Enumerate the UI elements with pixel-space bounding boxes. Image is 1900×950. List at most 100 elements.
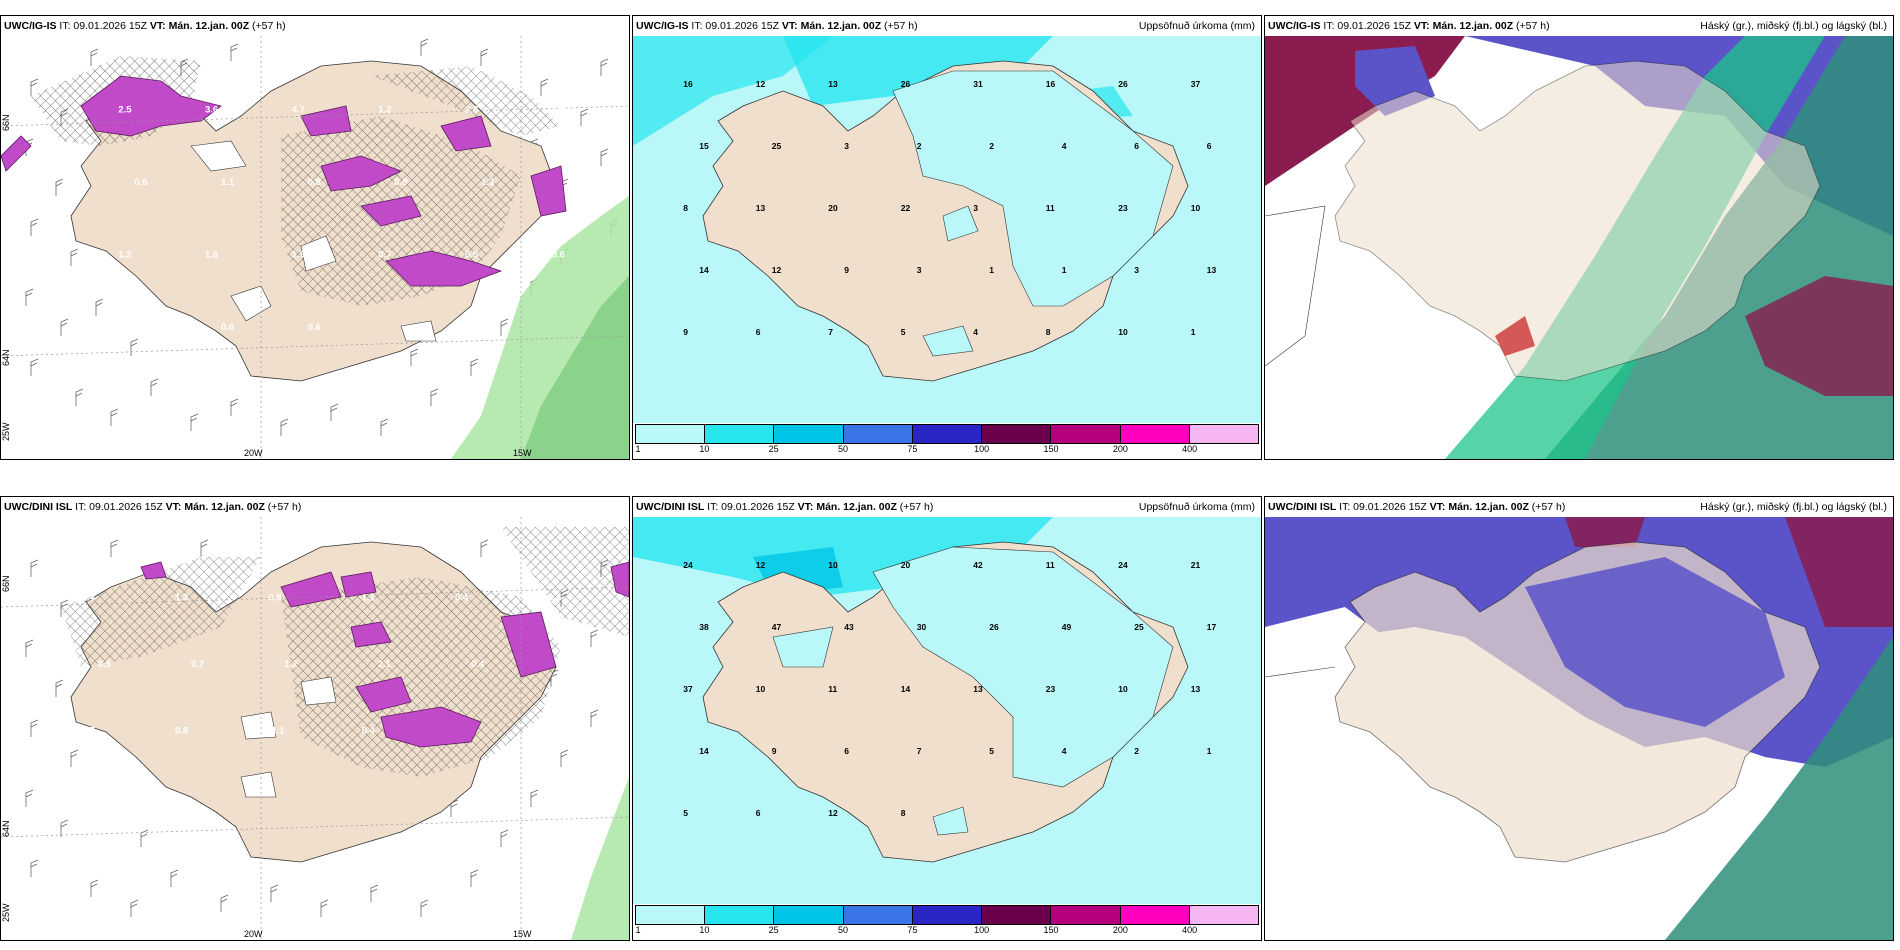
colorbar-tick-label: 200 — [1112, 925, 1128, 935]
value-label: 0.6 — [552, 249, 565, 260]
value-label: 11 — [1046, 560, 1055, 570]
colorbar-cell — [843, 906, 913, 924]
value-label: 1.5 — [552, 104, 566, 115]
init-time: IT: 09.01.2026 15Z — [1339, 501, 1427, 513]
value-label: 8 — [1046, 327, 1051, 337]
map-panel-ig-clouds: UWC/IG-IS IT: 09.01.2026 15Z VT: Mán. 12… — [1264, 15, 1894, 460]
value-label: 13 — [828, 79, 838, 89]
value-label: 49 — [1062, 622, 1072, 632]
value-label: 13 — [1191, 684, 1201, 694]
map-panel-dini-precip: UWC/DINI ISL IT: 09.01.2026 15Z VT: Mán.… — [632, 496, 1262, 941]
panel-header: UWC/DINI ISL IT: 09.01.2026 15Z VT: Mán.… — [633, 497, 1261, 517]
colorbar-tick-label: 25 — [768, 925, 779, 935]
map-canvas — [1265, 517, 1893, 940]
colorbar-tick-label: 50 — [837, 925, 849, 935]
panel-header: UWC/DINI ISL IT: 09.01.2026 15Z VT: Mán.… — [1, 497, 629, 517]
grid-lines — [1, 517, 629, 940]
product-title: Háský (gr.), miðský (fj.bl.) og lágský (… — [1700, 20, 1887, 32]
snow-contours — [140, 561, 629, 748]
value-label: 0.7 — [378, 249, 391, 260]
colorbar-tick-label: 50 — [837, 444, 849, 454]
value-label: 0.8 — [308, 177, 321, 188]
value-label: 30 — [917, 622, 927, 632]
value-label: 38 — [699, 622, 709, 632]
value-label: 1 — [1062, 265, 1067, 275]
colorbar-cell — [1189, 425, 1258, 443]
map-panel-ig-wind-temp: UWC/IG-IS IT: 09.01.2026 15Z VT: Mán. 12… — [0, 15, 630, 460]
value-label: 3 — [1134, 265, 1139, 275]
valid-time: VT: Mán. 12.jan. 00Z — [797, 501, 897, 513]
colorbar-tick-label: 400 — [1182, 444, 1198, 454]
colorbar-tick-label: 100 — [974, 444, 990, 454]
map-canvas: 0.4 1.3 0.8 1.1 0.4 0.6 0.5 0.7 1.2 2.1 0.4 0.2 0.7 0… — [1, 517, 629, 940]
value-label: 10 — [1118, 327, 1128, 337]
white-patches — [190, 140, 437, 342]
value-label: 10 — [1191, 203, 1201, 213]
value-label: 2.5 — [118, 104, 132, 115]
colorbar: 1 10 25 50 75 100 150 200 400 — [633, 904, 1261, 940]
value-label: 17 — [1207, 622, 1217, 632]
value-label: 26 — [989, 622, 999, 632]
lon-label-25w: 25W — [1, 903, 11, 922]
value-label: 3 — [844, 141, 849, 151]
value-label: 16 — [1046, 79, 1056, 89]
panel-header: UWC/IG-IS IT: 09.01.2026 15Z VT: Mán. 12… — [1265, 16, 1893, 36]
value-label: 9 — [683, 327, 688, 337]
value-label: 5 — [683, 808, 688, 818]
value-label: 20 — [828, 203, 838, 213]
valid-time: VT: Mán. 12.jan. 00Z — [1413, 20, 1514, 32]
value-label: 1.3 — [481, 177, 494, 188]
value-label: 14 — [901, 684, 911, 694]
colorbar-cell — [1120, 425, 1190, 443]
model-name: UWC/DINI ISL — [636, 501, 705, 513]
colorbar-tick-label: 25 — [768, 444, 779, 454]
colorbar-cell — [843, 425, 913, 443]
value-label: 20 — [901, 560, 911, 570]
init-time: IT: 09.01.2026 15Z — [707, 501, 795, 513]
product-title: Uppsöfnuð úrkoma (mm) — [1138, 501, 1255, 513]
colorbar-tick-label: 150 — [1043, 444, 1059, 454]
lead-time: (+57 h) — [267, 501, 302, 513]
init-time: IT: 09.01.2026 15Z — [75, 501, 163, 513]
value-label: 6 — [756, 327, 761, 337]
value-label: 4 — [973, 327, 978, 337]
value-label: 23 — [1118, 203, 1128, 213]
colorbar-tick-label: 200 — [1112, 444, 1128, 454]
iceland-land — [1334, 60, 1821, 382]
lat-label-66n: 66N — [1, 575, 11, 592]
value-label: 12 — [828, 808, 838, 818]
value-label: 43 — [844, 622, 854, 632]
value-label: 47 — [772, 622, 782, 632]
temperature-labels: 2.5 3.6 4.7 1.2 2.8 1.5 0.6 1.1 0.8 0.9 1.3 1.1 1.2 1… — [118, 104, 581, 332]
value-label: 23 — [1046, 684, 1056, 694]
lon-label-15w: 15W — [513, 929, 532, 939]
colorbar-cell — [982, 425, 1052, 443]
value-label: 13 — [1207, 265, 1217, 275]
value-label: 3 — [917, 265, 922, 275]
colorbar: 1 10 25 50 75 100 150 200 400 — [633, 423, 1261, 459]
lon-label-20w: 20W — [244, 448, 263, 458]
value-label: 4 — [1062, 746, 1067, 756]
colorbar-tick-label: 100 — [974, 925, 990, 935]
colorbar-cell — [1189, 906, 1258, 924]
valid-time: VT: Mán. 12.jan. 00Z — [149, 20, 250, 32]
value-label: 25 — [772, 141, 782, 151]
temperature-labels: 0.4 1.3 0.8 1.1 0.4 0.6 0.5 0.7 1.2 2.1 0.4 0.2 0.7 0… — [82, 592, 578, 736]
value-label: 6 — [1134, 141, 1139, 151]
colorbar-tick-label: 10 — [699, 444, 710, 454]
colorbar-tick-label: 1 — [635, 925, 641, 935]
value-label: 5 — [989, 746, 994, 756]
colorbar-tick-label: 150 — [1043, 925, 1059, 935]
value-label: 14 — [699, 746, 709, 756]
white-patches — [240, 676, 337, 798]
colorbar-cell — [1120, 906, 1190, 924]
value-label: 12 — [756, 79, 766, 89]
value-label: 14 — [699, 265, 709, 275]
value-label: 37 — [1191, 79, 1201, 89]
value-label: 15 — [699, 141, 709, 151]
value-label: 2 — [1134, 746, 1139, 756]
valid-time: VT: Mán. 12.jan. 00Z — [1429, 501, 1529, 513]
map-canvas — [1265, 36, 1893, 459]
value-label: 26 — [901, 79, 911, 89]
value-label: 1.1 — [362, 592, 376, 603]
